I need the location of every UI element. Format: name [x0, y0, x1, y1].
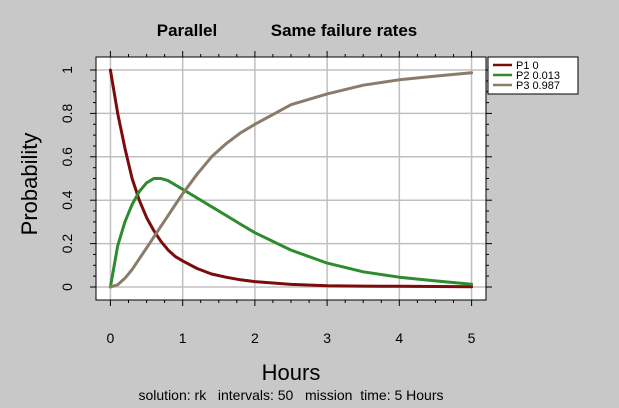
x-tick-label: 0 [107, 330, 115, 346]
y-tick-label: 1 [59, 66, 75, 74]
x-axis-label: Hours [262, 360, 321, 385]
y-axis-label: Probability [17, 133, 42, 236]
y-tick-label: 0 [59, 283, 75, 291]
y-tick-label: 0.8 [59, 103, 75, 123]
y-tick-label: 0.4 [59, 190, 75, 210]
legend-label: P2 0.013 [516, 70, 560, 82]
x-tick-label: 3 [323, 330, 331, 346]
y-tick-label: 0.6 [59, 147, 75, 167]
legend-label: P3 0.987 [516, 80, 560, 92]
chart-title: Parallel [157, 21, 218, 40]
legend-label: P1 0 [516, 60, 539, 72]
y-tick-label: 0.2 [59, 234, 75, 254]
x-tick-label: 5 [468, 330, 476, 346]
y-axis: 0 0.2 0.4 0.6 0.8 1 [59, 66, 96, 291]
series-lines [108, 68, 474, 289]
chart-subtitle: Same failure rates [271, 21, 417, 40]
x-tick-label: 2 [251, 330, 259, 346]
series-line [108, 68, 474, 289]
x-tick-label: 1 [179, 330, 187, 346]
x-axis: 0 1 2 3 4 5 [107, 300, 476, 346]
series-line [108, 177, 474, 289]
series-line [108, 71, 474, 289]
footer-text: solution: rk intervals: 50 mission time:… [139, 387, 444, 403]
x-tick-label: 4 [395, 330, 403, 346]
